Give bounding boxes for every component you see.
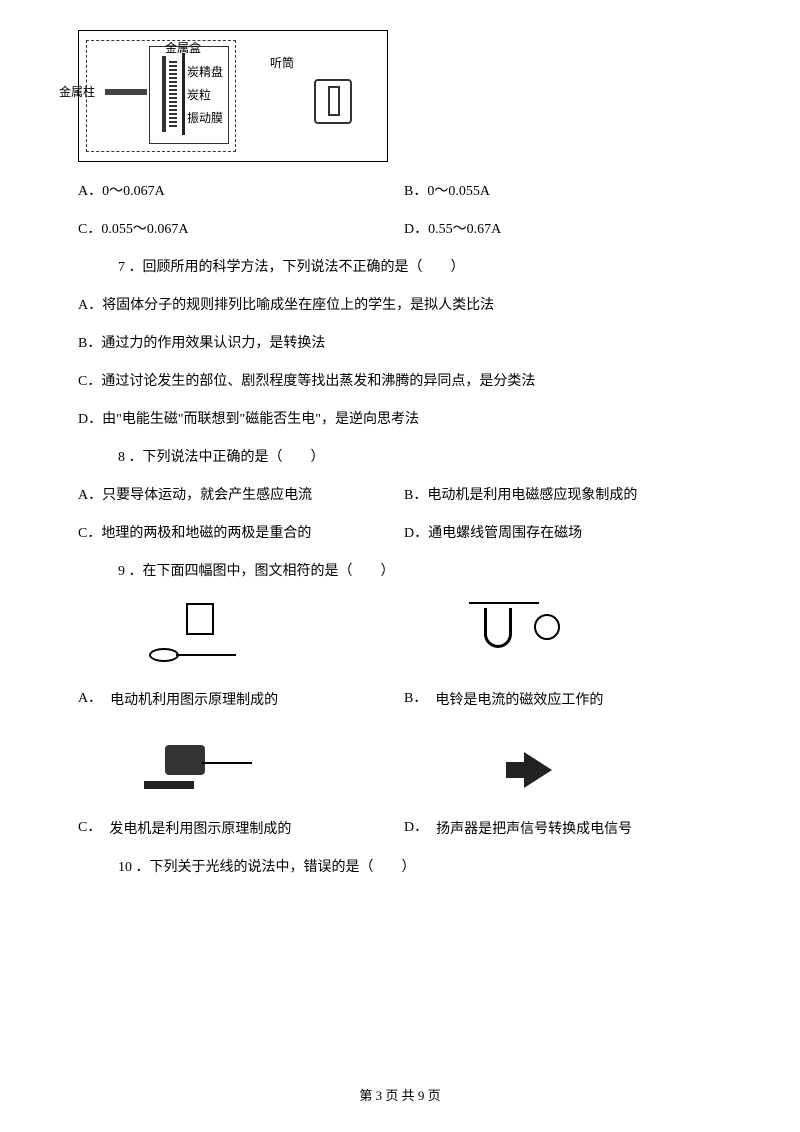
q9-c-letter: C． [78,816,101,838]
metal-post-shape [105,89,147,95]
bell-icon [534,614,560,640]
generator-icon [165,745,205,775]
q10-stem: 10 ．下列关于光线的说法中，错误的是（ ） [118,856,730,876]
label-metal-post: 金属柱 [59,83,95,100]
transmitter-box: 金属盒 金属柱 炭精盘 炭粒 振动膜 [86,40,236,152]
label-carbon-disc: 炭精盘 [187,63,223,80]
q9-a-caption: 电动机利用图示原理制成的 [110,689,278,709]
q7-option-a: A．将固体分子的规则排列比喻成坐在座位上的学生，是拟人类比法 [78,294,730,314]
q8-option-d: D．通电螺线管周围存在磁场 [404,522,730,542]
q9-a-letter: A． [78,687,102,709]
q7-stem: 7 ．回顾所用的科学方法，下列说法不正确的是（ ） [118,256,730,276]
q9-d-letter: D． [404,816,428,838]
label-metal-box: 金属盒 [165,39,201,56]
q9-b-letter: B． [404,687,427,709]
q8-stem: 8 ．下列说法中正确的是（ ） [118,446,730,466]
label-membrane: 振动膜 [187,109,223,126]
q6-option-a: A．0～0.067A [78,180,404,200]
q8-row1: A．只要导体运动，就会产生感应电流 B．电动机是利用电磁感应现象制成的 [78,484,730,504]
q9-b-sketch [449,598,589,683]
membrane-shape [182,53,185,135]
speaker-cone-icon [524,752,552,788]
q6-option-b: B．0～0.055A [404,180,730,200]
label-receiver: 听筒 [270,54,294,71]
q9-stem: 9 ．在下面四幅图中，图文相符的是（ ） [118,560,730,580]
q6-options-row1: A．0～0.067A B．0～0.055A [78,180,730,200]
receiver-box: 听筒 [292,76,352,126]
base-icon [144,781,194,789]
q9-c-sketch [130,727,270,812]
umagnet-icon [484,608,512,648]
meter-icon [186,603,214,635]
q8-option-a: A．只要导体运动，就会产生感应电流 [78,484,404,504]
q6-option-c: C．0.055～0.067A [78,218,404,238]
wire-icon [176,654,236,656]
q9-d-sketch [464,727,604,812]
q7-option-c: C．通过讨论发生的部位、剧烈程度等找出蒸发和沸腾的异同点，是分类法 [78,370,730,390]
q7-option-d: D．由"电能生磁"而联想到"磁能否生电"，是逆向思考法 [78,408,730,428]
wire-icon [202,762,252,764]
coil-icon [149,648,179,662]
q9-option-a: A． 电动机利用图示原理制成的 [78,598,404,709]
q9-d-caption: 扬声器是把声信号转换成电信号 [436,818,632,838]
q9-option-d: D． 扬声器是把声信号转换成电信号 [404,727,730,838]
q9-b-caption: 电铃是电流的磁效应工作的 [435,689,603,709]
label-carbon-grain: 炭粒 [187,86,211,103]
q8-option-b: B．电动机是利用电磁感应现象制成的 [404,484,730,504]
telephone-diagram: 金属盒 金属柱 炭精盘 炭粒 振动膜 听筒 [78,30,388,162]
q9-option-b: B． 电铃是电流的磁效应工作的 [404,598,730,709]
q8-row2: C．地理的两极和地磁的两极是重合的 D．通电螺线管周围存在磁场 [78,522,730,542]
q9-c-caption: 发电机是利用图示原理制成的 [109,818,291,838]
q9-row1: A． 电动机利用图示原理制成的 B． 电铃是电流的磁效应工作的 [78,598,730,709]
carbon-grain-shape [169,61,177,127]
carbon-disc-shape [162,56,166,132]
wire-icon [469,602,539,604]
q9-a-sketch [124,598,264,683]
q9-option-c: C． 发电机是利用图示原理制成的 [78,727,404,838]
page-footer: 第 3 页 共 9 页 [0,1085,800,1104]
q6-options-row2: C．0.055～0.067A D．0.55～0.67A [78,218,730,238]
q9-row2: C． 发电机是利用图示原理制成的 D． 扬声器是把声信号转换成电信号 [78,727,730,838]
receiver-coil [328,86,340,116]
q7-option-b: B．通过力的作用效果认识力，是转换法 [78,332,730,352]
q6-option-d: D．0.55～0.67A [404,218,730,238]
q8-option-c: C．地理的两极和地磁的两极是重合的 [78,522,404,542]
